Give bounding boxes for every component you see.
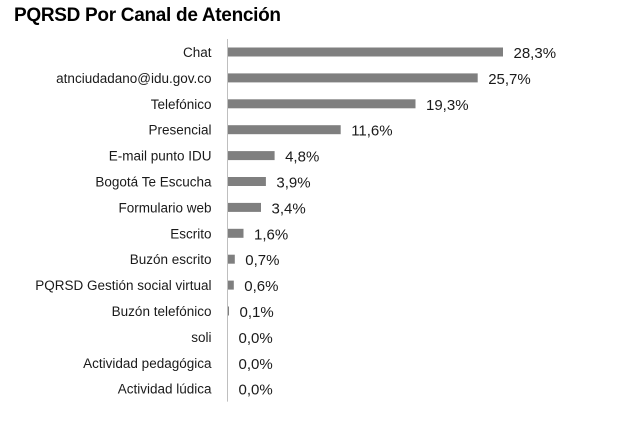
data-label: 28,3% [514,45,557,62]
category-label: atnciudadano@idu.gov.co [56,71,211,86]
category-label: Presencial [148,123,211,138]
bar [228,202,261,212]
bar [228,280,234,290]
data-label: 0,0% [239,356,273,373]
category-label: PQRSD Gestión social virtual [35,278,211,293]
category-label: soli [191,330,211,345]
category-label: Buzón escrito [130,252,212,267]
category-label: Chat [183,45,212,60]
data-label: 11,6% [351,123,392,140]
bar [228,306,229,316]
data-label: 0,1% [240,304,274,321]
data-label: 3,9% [276,175,310,192]
data-label: 4,8% [285,149,319,166]
bar [228,125,341,135]
data-label: 0,7% [245,252,279,269]
bar [228,177,266,186]
data-label: 25,7% [488,71,531,88]
data-label: 3,4% [272,200,306,217]
category-label: Actividad pedagógica [83,356,212,371]
chart-title: PQRSD Por Canal de Atención [14,5,281,26]
bar [228,99,416,109]
category-label: Bogotá Te Escucha [95,175,212,190]
category-label: Actividad lúdica [118,382,212,397]
category-label: E-mail punto IDU [109,149,212,164]
data-label: 0,6% [244,278,278,295]
bar [228,47,503,57]
bar [228,73,478,83]
category-label: Escrito [170,226,211,241]
data-label: 0,0% [239,382,273,399]
data-label: 19,3% [426,97,469,114]
data-label: 0,0% [239,330,273,347]
category-label: Formulario web [118,200,211,215]
data-label: 1,6% [254,226,288,243]
category-label: Buzón telefónico [112,304,212,319]
bar [228,151,275,161]
bar [228,254,235,264]
bar [228,228,244,238]
category-label: Telefónico [151,97,212,112]
